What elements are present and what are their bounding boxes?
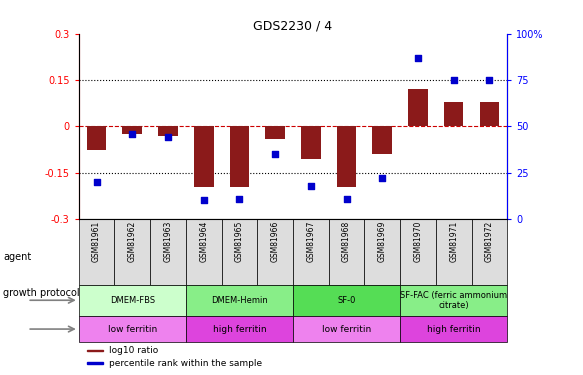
Text: SF-FAC (ferric ammonium
citrate): SF-FAC (ferric ammonium citrate) [400, 291, 507, 310]
Bar [293, 316, 400, 342]
Bar [400, 219, 436, 285]
Text: GSM81971: GSM81971 [449, 221, 458, 262]
Bar [444, 102, 463, 126]
Text: high ferritin: high ferritin [213, 324, 266, 334]
Bar [408, 89, 428, 126]
Point [235, 196, 244, 202]
Text: GSM81965: GSM81965 [235, 221, 244, 262]
Bar [337, 126, 356, 186]
Text: low ferritin: low ferritin [108, 324, 157, 334]
Bar [79, 285, 186, 316]
Text: high ferritin: high ferritin [427, 324, 480, 334]
Point [92, 179, 101, 185]
Point [306, 183, 315, 189]
Text: growth protocol: growth protocol [3, 288, 79, 298]
Text: GSM81962: GSM81962 [128, 221, 137, 262]
Text: low ferritin: low ferritin [322, 324, 371, 334]
Bar [472, 219, 507, 285]
Bar [186, 285, 293, 316]
Bar [150, 219, 186, 285]
Point [271, 151, 280, 157]
Text: GSM81963: GSM81963 [163, 221, 173, 262]
Text: GSM81969: GSM81969 [378, 221, 387, 262]
Bar [114, 219, 150, 285]
Bar [265, 126, 285, 139]
Bar [87, 350, 103, 351]
Bar [293, 219, 329, 285]
Bar [436, 219, 472, 285]
Bar [301, 126, 321, 159]
Bar [79, 316, 186, 342]
Bar [400, 285, 507, 316]
Text: GSM81968: GSM81968 [342, 221, 351, 262]
Bar [194, 126, 213, 186]
Text: GSM81966: GSM81966 [271, 221, 280, 262]
Text: SF-0: SF-0 [338, 296, 356, 305]
Bar [79, 219, 114, 285]
Text: log10 ratio: log10 ratio [109, 346, 159, 355]
Text: GSM81967: GSM81967 [306, 221, 315, 262]
Text: GSM81972: GSM81972 [485, 221, 494, 262]
Bar [400, 316, 507, 342]
Text: DMEM-Hemin: DMEM-Hemin [211, 296, 268, 305]
Point [199, 198, 208, 204]
Bar [373, 126, 392, 154]
Text: agent: agent [3, 252, 31, 262]
Bar [87, 362, 103, 364]
Bar [230, 126, 249, 186]
Bar [329, 219, 364, 285]
Point [378, 175, 387, 181]
Bar [480, 102, 499, 126]
Text: GSM81964: GSM81964 [199, 221, 208, 262]
Bar [293, 285, 400, 316]
Bar [122, 126, 142, 134]
Point [484, 77, 494, 83]
Point [342, 196, 351, 202]
Bar [364, 219, 400, 285]
Point [449, 77, 458, 83]
Bar [257, 219, 293, 285]
Bar [186, 316, 293, 342]
Title: GDS2230 / 4: GDS2230 / 4 [254, 20, 332, 33]
Text: GSM81970: GSM81970 [413, 221, 423, 262]
Point [413, 55, 423, 61]
Point [128, 131, 137, 137]
Bar [222, 219, 257, 285]
Text: GSM81961: GSM81961 [92, 221, 101, 262]
Bar [186, 219, 222, 285]
Text: percentile rank within the sample: percentile rank within the sample [109, 358, 262, 368]
Point [163, 135, 173, 141]
Bar [158, 126, 178, 136]
Text: DMEM-FBS: DMEM-FBS [110, 296, 155, 305]
Bar [87, 126, 106, 150]
